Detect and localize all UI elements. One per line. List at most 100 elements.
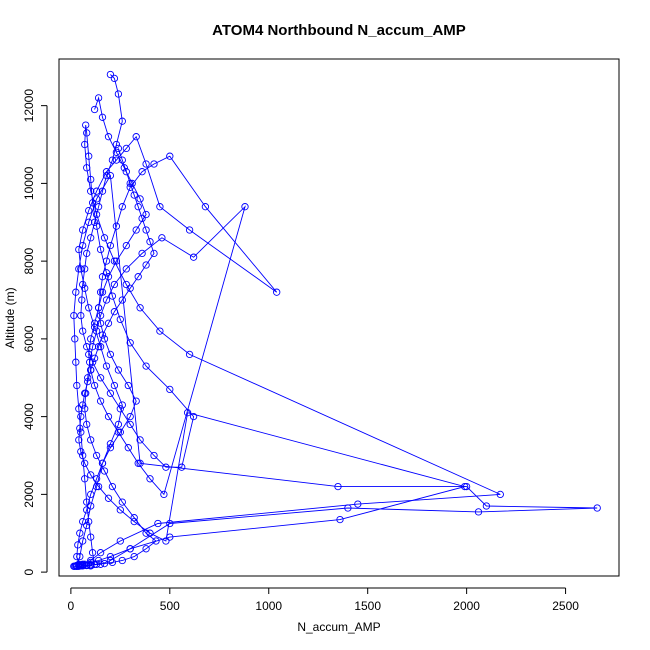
data-point xyxy=(108,292,117,300)
data-point xyxy=(82,121,90,129)
data-point xyxy=(183,409,192,417)
data-point xyxy=(126,284,134,292)
chart-title: ATOM4 Northbound N_accum_AMP xyxy=(212,22,466,39)
data-point xyxy=(482,502,491,510)
data-point xyxy=(126,420,134,429)
x-tick-label: 0 xyxy=(68,599,75,613)
data-point xyxy=(94,203,103,211)
data-point xyxy=(116,506,124,514)
data-point xyxy=(102,171,111,180)
data-point xyxy=(189,253,198,261)
data-point xyxy=(142,210,150,219)
data-point xyxy=(273,288,281,296)
data-point xyxy=(98,288,107,296)
data-point xyxy=(102,362,111,370)
data-point xyxy=(150,249,158,258)
data-point xyxy=(77,447,85,456)
data-point xyxy=(118,556,126,565)
x-tick-label: 2000 xyxy=(453,599,480,613)
data-point xyxy=(124,381,132,390)
x-tick-label: 1000 xyxy=(255,599,282,613)
data-point xyxy=(110,74,119,83)
data-point xyxy=(87,175,95,184)
data-point xyxy=(72,358,80,366)
data-point xyxy=(156,203,164,211)
data-point xyxy=(83,129,91,137)
data-point xyxy=(116,405,124,413)
data-point xyxy=(75,436,83,444)
data-point xyxy=(87,335,95,343)
data-point xyxy=(108,156,117,164)
data-point xyxy=(138,249,146,258)
data-point xyxy=(162,463,170,471)
data-point xyxy=(79,241,87,250)
data-point xyxy=(81,284,89,292)
data-point xyxy=(201,203,210,211)
data-point xyxy=(116,315,124,324)
data-point xyxy=(83,420,91,429)
data-point xyxy=(102,296,111,304)
data-point xyxy=(106,444,115,452)
data-point xyxy=(474,508,483,516)
data-point xyxy=(134,459,142,467)
data-point xyxy=(152,537,160,545)
data-point xyxy=(124,444,132,452)
data-point xyxy=(126,412,134,421)
data-point xyxy=(122,280,130,289)
data-point xyxy=(112,222,121,230)
data-point xyxy=(85,350,93,359)
data-point xyxy=(334,482,342,491)
data-point xyxy=(96,288,105,296)
data-point xyxy=(90,105,99,114)
data-point xyxy=(108,482,117,491)
data-point xyxy=(104,319,113,327)
data-point xyxy=(156,327,164,335)
data-point xyxy=(114,144,123,153)
data-point xyxy=(77,428,85,436)
data-point xyxy=(134,203,142,211)
data-point xyxy=(96,397,105,405)
plot-frame xyxy=(58,58,620,577)
data-point xyxy=(73,552,81,561)
data-point xyxy=(114,420,123,429)
y-tick-label: 10000 xyxy=(22,166,36,200)
data-point xyxy=(96,549,105,557)
data-point xyxy=(81,265,89,273)
data-point xyxy=(100,467,109,475)
data-point xyxy=(122,168,130,176)
data-point xyxy=(136,304,144,312)
data-point xyxy=(142,226,150,234)
data-point xyxy=(130,514,138,522)
data-point xyxy=(104,412,113,421)
x-tick-label: 1500 xyxy=(354,599,381,613)
data-point xyxy=(106,241,115,250)
data-point xyxy=(87,490,95,499)
data-point xyxy=(128,179,136,188)
data-point xyxy=(146,238,154,246)
data-point xyxy=(166,152,174,160)
data-point xyxy=(160,490,168,499)
data-point xyxy=(90,354,99,362)
data-point xyxy=(98,331,107,339)
data-point xyxy=(83,521,91,530)
data-point xyxy=(90,319,99,327)
data-point xyxy=(154,519,162,528)
data-point xyxy=(118,296,126,304)
data-point xyxy=(85,206,93,215)
x-tick-label: 500 xyxy=(160,599,180,613)
data-point xyxy=(496,490,504,499)
data-point xyxy=(79,537,87,545)
data-point xyxy=(138,214,146,223)
series-line xyxy=(78,148,467,566)
data-point xyxy=(112,156,121,164)
data-point xyxy=(142,160,150,168)
y-tick-label: 4000 xyxy=(22,403,36,430)
data-point xyxy=(75,245,83,254)
data-point xyxy=(77,311,85,320)
data-point xyxy=(85,304,93,312)
data-point xyxy=(78,296,86,304)
series-4 xyxy=(75,144,469,569)
data-point xyxy=(85,218,93,226)
data-point xyxy=(87,502,95,510)
data-point xyxy=(94,94,103,102)
